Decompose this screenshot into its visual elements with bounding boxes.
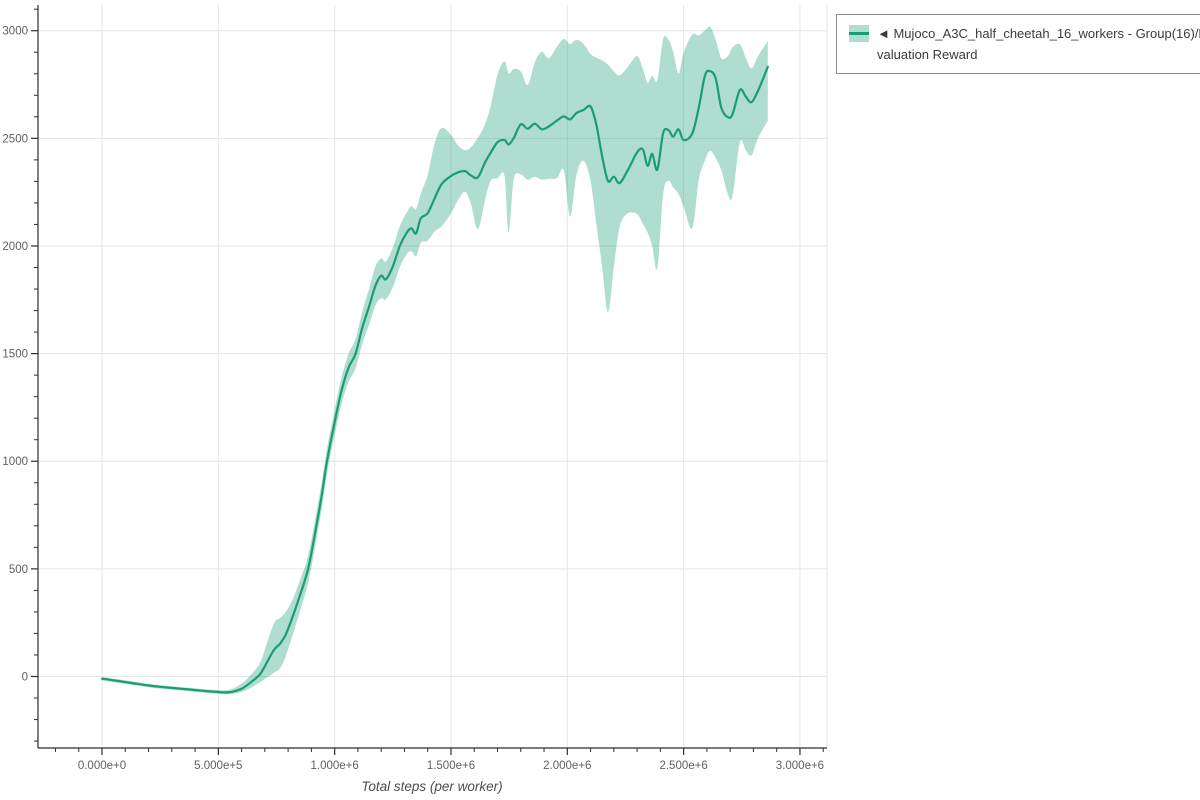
y-tick-label: 3000 [2,26,28,38]
x-tick-label: 1.500e+6 [427,760,475,772]
legend-entry[interactable]: ◄ Mujoco_A3C_half_cheetah_16_workers - G… [849,23,1200,65]
legend-swatch-icon [849,25,869,42]
y-tick-label: 1500 [2,349,28,361]
legend-label-line1: ◄ Mujoco_A3C_half_cheetah_16_workers - G… [877,26,1200,41]
y-tick-label: 1000 [2,456,28,468]
x-tick-label: 1.000e+6 [311,760,359,772]
y-tick-label: 500 [9,564,28,576]
x-tick-label: 2.500e+6 [659,760,707,772]
confidence-band [102,26,768,695]
y-tick-label: 0 [22,672,28,684]
legend: ◄ Mujoco_A3C_half_cheetah_16_workers - G… [836,14,1200,74]
legend-swatch-line-icon [849,32,869,35]
axis-layer: 0.000e+0 5.000e+5 1.000e+6 1.500e+6 2.000e+6… [2,5,827,772]
legend-label-line2: valuation Reward [877,47,978,62]
y-tick-label: 2500 [2,133,28,145]
x-tick-label: 3.000e+6 [776,760,824,772]
y-tick-label: 2000 [2,241,28,253]
grid-layer [38,5,828,748]
x-tick-label: 5.000e+5 [194,760,242,772]
x-tick-label: 0.000e+0 [78,760,126,772]
data-layer [100,26,769,695]
legend-label: ◄ Mujoco_A3C_half_cheetah_16_workers - G… [877,23,1200,65]
x-axis-title: Total steps (per worker) [361,779,502,794]
mean-line [100,65,769,694]
x-tick-label: 2.000e+6 [543,760,591,772]
